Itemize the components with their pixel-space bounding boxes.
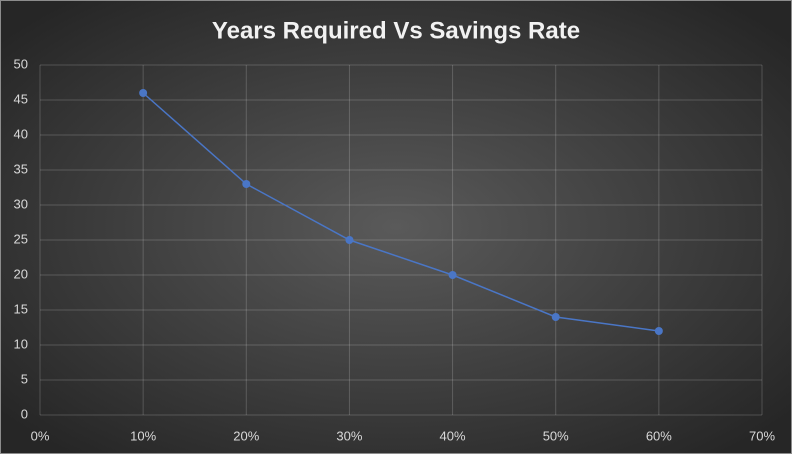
- y-tick-label: 30: [14, 196, 28, 211]
- data-point: [139, 89, 148, 97]
- series-line: [142, 92, 659, 332]
- y-tick-label: 10: [14, 336, 28, 351]
- x-tick-label: 30%: [336, 428, 362, 443]
- x-tick-label: 0%: [31, 428, 50, 443]
- y-tick-label: 15: [14, 301, 28, 316]
- y-tick-label: 35: [14, 161, 28, 176]
- data-point: [654, 327, 663, 335]
- x-tick-label: 50%: [543, 428, 569, 443]
- y-tick-label: 5: [21, 371, 28, 386]
- x-tick-label: 20%: [233, 428, 259, 443]
- y-tick-label: 0: [21, 406, 28, 421]
- x-tick-label: 70%: [749, 428, 775, 443]
- data-point: [448, 271, 457, 279]
- x-tick-label: 10%: [130, 428, 156, 443]
- y-tick-label: 45: [14, 91, 28, 106]
- y-tick-label: 40: [14, 126, 28, 141]
- chart-title: Years Required Vs Savings Rate: [212, 17, 580, 44]
- data-point: [551, 313, 560, 321]
- y-tick-label: 50: [14, 56, 28, 71]
- y-tick-label: 25: [14, 231, 28, 246]
- data-point: [242, 180, 251, 188]
- data-point: [345, 236, 354, 244]
- x-tick-label: 40%: [440, 428, 466, 443]
- y-tick-label: 20: [14, 266, 28, 281]
- x-tick-label: 60%: [646, 428, 672, 443]
